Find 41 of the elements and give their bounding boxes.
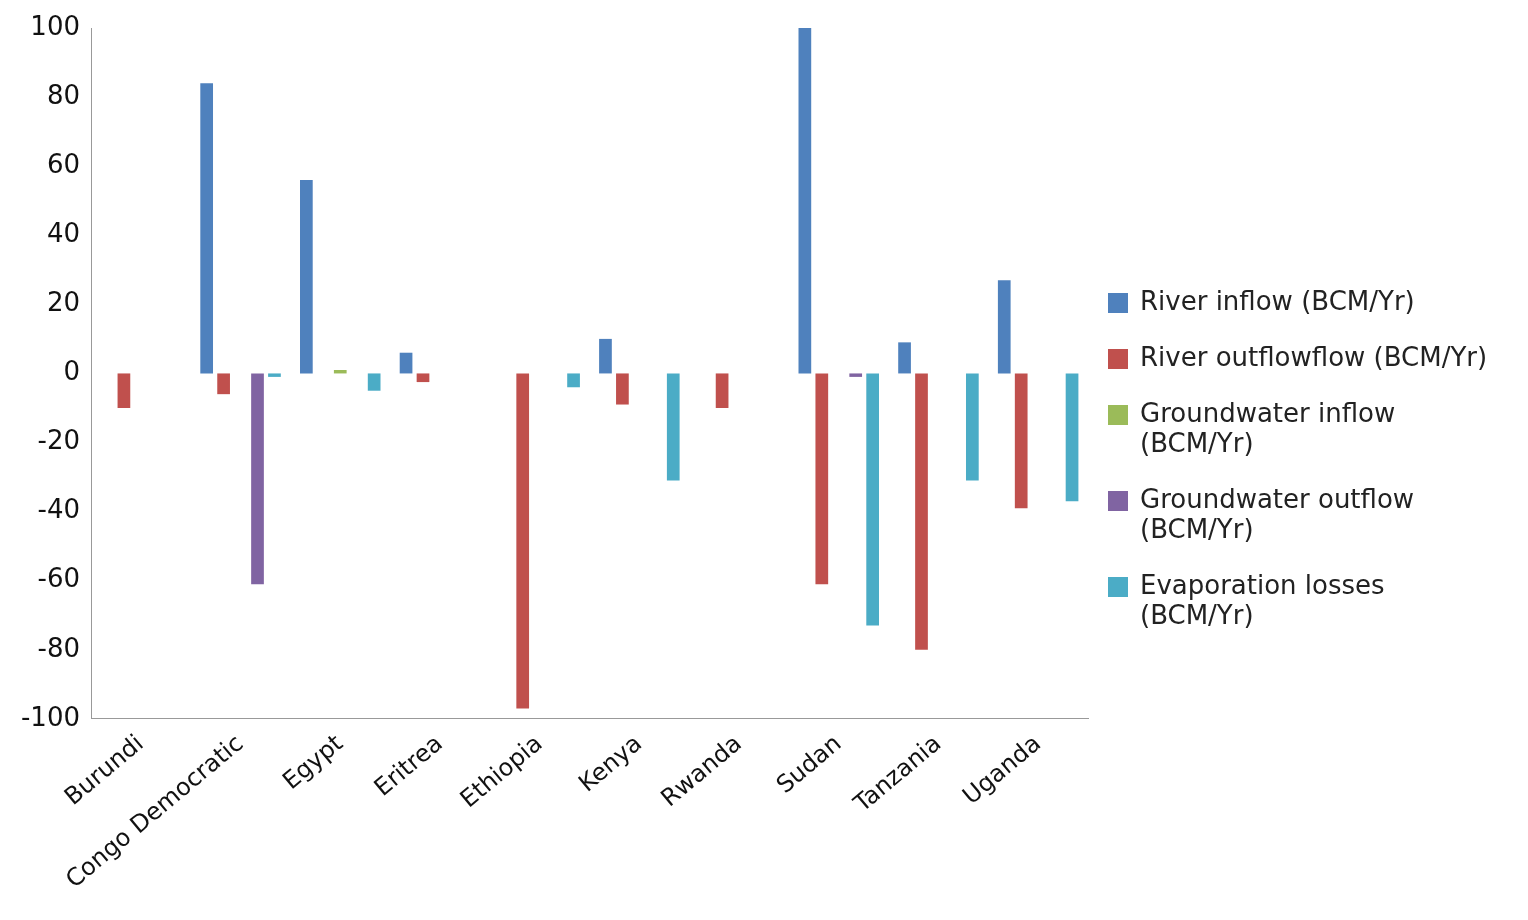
y-tick-label: 40: [46, 218, 81, 249]
legend-label: Groundwater inflow (BCM/Yr): [1140, 398, 1397, 458]
y-tick-label: -80: [37, 632, 81, 663]
bar: [300, 180, 313, 374]
y-tick-label: 0: [63, 356, 81, 387]
bar: [1065, 373, 1079, 502]
legend-label: River outflowflow (BCM/Yr): [1140, 342, 1488, 372]
bar: [715, 373, 729, 408]
bar: [965, 373, 979, 481]
bar: [117, 373, 131, 408]
bar: [898, 342, 911, 374]
legend-label: Evaporation losses (BCM/Yr): [1140, 570, 1386, 630]
bar: [416, 373, 430, 383]
bar: [567, 373, 580, 388]
bar: [399, 352, 413, 374]
bar: [997, 280, 1011, 374]
y-tick-label: -100: [20, 701, 81, 732]
bar: [815, 373, 829, 585]
bar: [915, 373, 928, 650]
legend-label: River inflow (BCM/Yr): [1140, 286, 1415, 316]
y-tick-label: -40: [37, 494, 81, 525]
y-tick-label: -20: [37, 425, 81, 456]
bar: [251, 373, 264, 585]
legend-label: Groundwater outflow (BCM/Yr): [1140, 484, 1416, 544]
bar: [616, 373, 629, 405]
y-tick-label: 20: [46, 287, 81, 318]
bar: [217, 373, 230, 395]
bar: [798, 28, 812, 374]
bar: [367, 373, 381, 391]
bar: [599, 338, 612, 374]
bar: [516, 373, 530, 709]
y-tick-label: 100: [30, 10, 81, 41]
y-tick-label: 80: [46, 79, 81, 110]
bar: [1014, 373, 1028, 509]
bar: [866, 373, 880, 626]
y-tick-label: 60: [46, 148, 81, 179]
bar: [200, 83, 214, 374]
bar: [666, 373, 680, 481]
bar: [268, 373, 281, 377]
y-tick-label: -60: [37, 563, 81, 594]
bar: [849, 373, 863, 377]
